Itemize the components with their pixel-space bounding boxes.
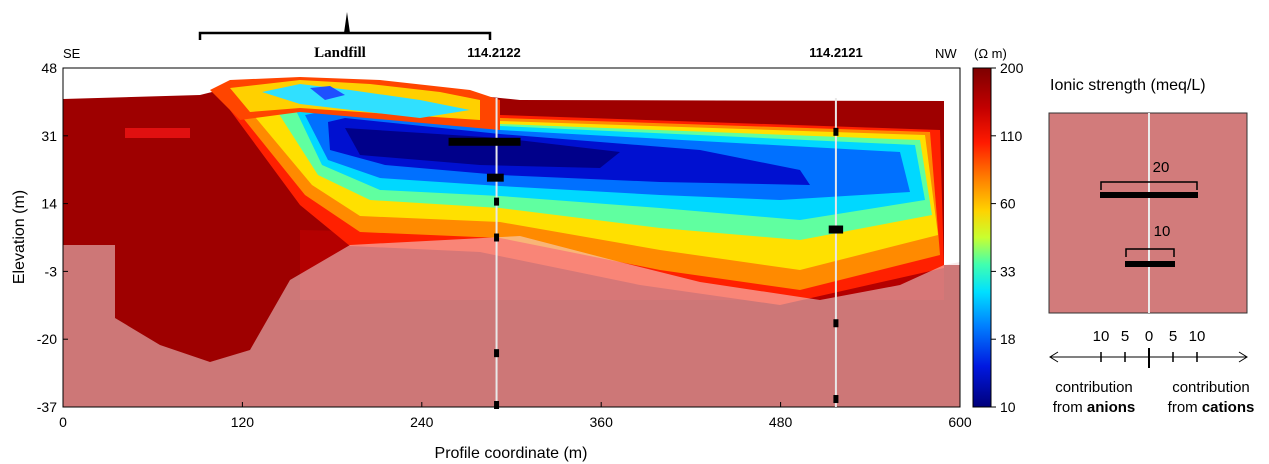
legend-scale-label: 5: [1121, 328, 1129, 345]
colorbar-ticks: 200 110 60 33 18 10: [991, 60, 1024, 415]
colorbar-tick-label: 110: [1000, 128, 1023, 144]
plot-frame: [62, 67, 961, 408]
x-axis-label: Profile coordinate (m): [435, 445, 588, 462]
y-axis: 48 31 14 -3 -20 -37: [37, 60, 68, 415]
y-tick-label: 48: [41, 60, 57, 76]
legend-scale-label: 10: [1093, 328, 1110, 345]
x-axis: 0 120 240 360 480 600: [59, 402, 972, 430]
colorbar-tick-label: 18: [1000, 331, 1016, 347]
y-tick-label: -3: [45, 263, 58, 279]
cations-word: cations: [1202, 399, 1255, 416]
colorbar-unit: (Ω m): [974, 46, 1007, 61]
y-tick-label: 31: [41, 128, 57, 144]
direction-label-nw: NW: [935, 46, 957, 61]
y-axis-label: Elevation (m): [11, 190, 28, 284]
cations-from: from: [1168, 399, 1202, 416]
legend-bar-10: [1125, 248, 1175, 267]
x-tick-label: 360: [590, 414, 614, 430]
well-label-114-2121: 114.2121: [809, 45, 863, 60]
ion-bar: [494, 401, 500, 410]
cations-caption-line1: contribution: [1172, 379, 1250, 396]
colorbar-tick-label: 33: [1000, 263, 1016, 279]
ion-bar: [486, 173, 504, 182]
x-tick-label: 0: [59, 414, 67, 430]
legend-title: Ionic strength (meq/L): [1050, 77, 1206, 94]
legend-bar-10-label: 10: [1154, 223, 1171, 240]
ion-bar: [833, 127, 839, 136]
anions-caption-line2: from anions: [1053, 399, 1136, 416]
x-tick-label: 120: [231, 414, 255, 430]
anions-from: from: [1053, 399, 1087, 416]
well-label-114-2122: 114.2122: [467, 45, 521, 60]
resistivity-section: [63, 68, 960, 407]
x-tick-label: 480: [769, 414, 793, 430]
colorbar-tick-label: 60: [1000, 196, 1016, 212]
ion-bars: [448, 127, 844, 410]
ion-bar: [494, 197, 500, 206]
x-tick-label: 600: [948, 414, 972, 430]
y-tick-label: 14: [41, 196, 57, 212]
direction-label-se: SE: [63, 46, 81, 61]
y-tick-label: -37: [37, 399, 57, 415]
legend-scale-label: 0: [1145, 328, 1153, 345]
ion-bar: [448, 137, 521, 146]
colorbar: [972, 67, 992, 408]
ion-bar: [494, 233, 500, 242]
cations-caption-line2: from cations: [1168, 399, 1255, 416]
x-tick-label: 240: [410, 414, 434, 430]
legend-bar-20: [1100, 181, 1198, 198]
legend-scale-label: 5: [1169, 328, 1177, 345]
ion-bar: [494, 349, 500, 358]
colorbar-tick-label: 200: [1000, 60, 1024, 76]
anions-caption-line1: contribution: [1055, 379, 1133, 396]
landfill-label: Landfill: [314, 45, 366, 61]
y-tick-label: -20: [37, 331, 57, 347]
ion-bar: [833, 395, 839, 404]
ion-bar: [833, 319, 839, 328]
legend-scale-label: 10: [1189, 328, 1206, 345]
ion-bar: [828, 225, 844, 234]
anions-word: anions: [1087, 399, 1135, 416]
legend-scale: [1049, 348, 1248, 368]
landfill-bracket: [198, 12, 492, 40]
legend-bar-20-label: 20: [1153, 159, 1170, 176]
colorbar-tick-label: 10: [1000, 399, 1016, 415]
